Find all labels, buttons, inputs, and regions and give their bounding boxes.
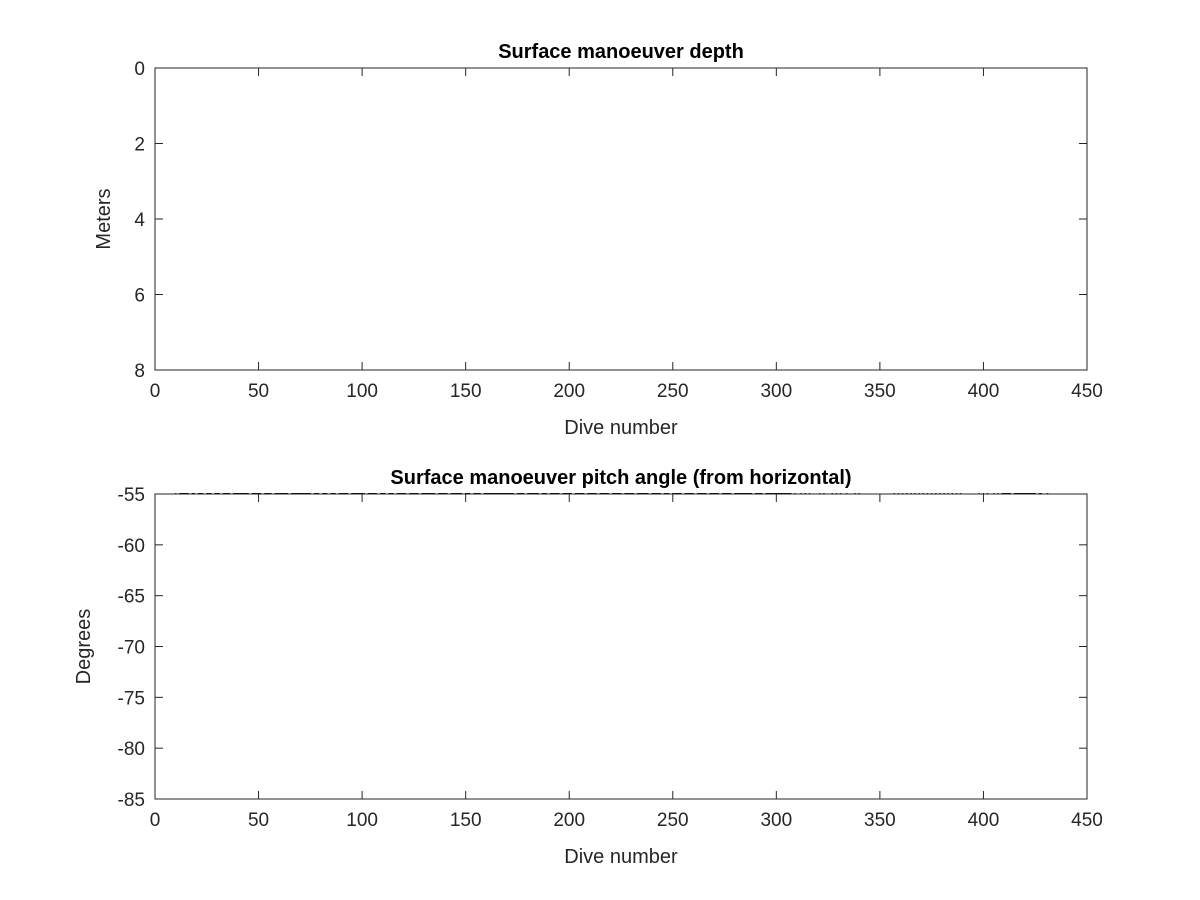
depth-chart: 0 50 100 150 200 250 300 350 400 450 0 2 4 6 8 Surface … [93, 41, 1103, 439]
depth-xtick-label: 200 [553, 381, 585, 402]
pitch-xtick-label: 0 [150, 810, 161, 831]
depth-ytick-label: 8 [134, 361, 145, 382]
depth-ytick-label: 2 [134, 135, 145, 156]
pitch-xtick-label: 250 [657, 810, 689, 831]
pitch-x-axis-label: Dive number [564, 846, 678, 868]
pitch-chart-title: Surface manoeuver pitch angle (from hori… [390, 467, 851, 489]
pitch-xtick-label: 50 [248, 810, 269, 831]
depth-xtick-label: 450 [1071, 381, 1103, 402]
pitch-ytick-label: -85 [118, 790, 145, 811]
depth-xtick-label: 50 [248, 381, 269, 402]
depth-ytick-label: 4 [134, 210, 145, 231]
depth-chart-title: Surface manoeuver depth [498, 41, 744, 63]
pitch-xtick-label: 200 [553, 810, 585, 831]
depth-xtick-label: 300 [760, 381, 792, 402]
depth-axes-frame [154, 67, 1088, 371]
pitch-xtick-label: 450 [1071, 810, 1103, 831]
depth-xtick-label: 0 [150, 381, 161, 402]
pitch-ytick-label: -80 [118, 739, 145, 760]
depth-x-axis-label: Dive number [564, 417, 678, 439]
depth-xtick-label: 350 [864, 381, 896, 402]
pitch-xtick-label: 400 [968, 810, 1000, 831]
depth-ytick-label: 0 [134, 59, 145, 80]
pitch-xtick-label: 300 [760, 810, 792, 831]
pitch-xtick-label: 100 [346, 810, 378, 831]
depth-xtick-label: 100 [346, 381, 378, 402]
pitch-ytick-label: -70 [118, 638, 145, 659]
depth-xtick-label: 250 [657, 381, 689, 402]
pitch-ytick-label: -75 [118, 688, 145, 709]
pitch-ytick-label: -55 [118, 485, 145, 506]
pitch-xtick-label: 350 [864, 810, 896, 831]
depth-xtick-label: 150 [450, 381, 482, 402]
depth-ytick-label: 6 [134, 286, 145, 307]
pitch-chart: 0 50 100 150 200 250 300 350 400 450 -55 -60 -65 -70 -… [73, 467, 1103, 868]
depth-y-axis-label: Meters [93, 188, 115, 249]
depth-xtick-label: 400 [968, 381, 1000, 402]
pitch-ytick-label: -65 [118, 587, 145, 608]
pitch-xtick-label: 150 [450, 810, 482, 831]
pitch-ytick-label: -60 [118, 536, 145, 557]
pitch-axes-frame [154, 493, 1088, 800]
pitch-y-axis-label: Degrees [73, 609, 95, 685]
